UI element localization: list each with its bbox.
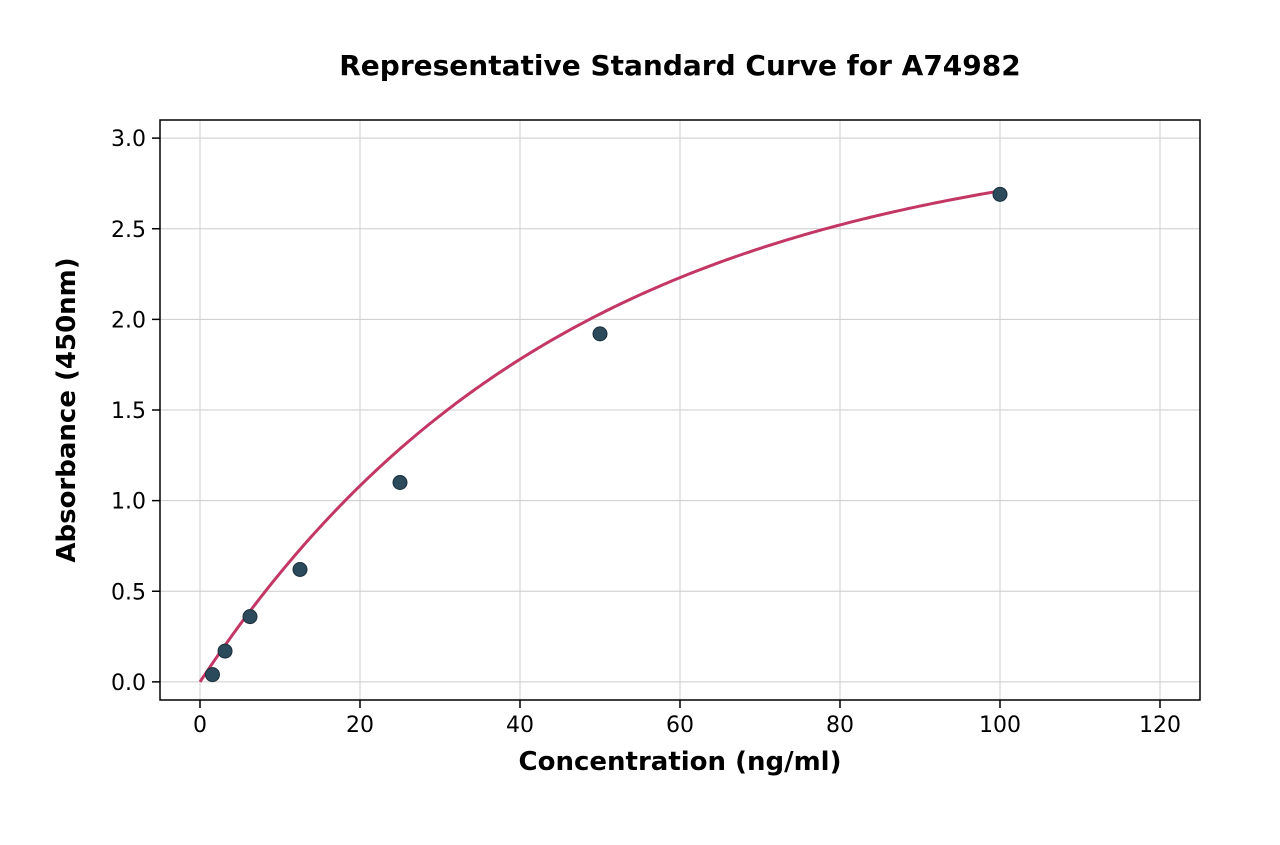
y-tick-label: 3.0 (111, 127, 146, 152)
y-tick-label: 1.0 (111, 490, 146, 515)
x-ticks: 0 20 40 60 80 100 120 (193, 700, 1181, 738)
data-point (593, 327, 607, 341)
y-tick-label: 0.5 (111, 580, 146, 605)
y-tick-label: 2.5 (111, 218, 146, 243)
x-axis-label: Concentration (ng/ml) (519, 747, 842, 777)
chart-container: Representative Standard Curve for A74982… (0, 0, 1280, 845)
x-tick-label: 60 (666, 713, 694, 738)
grid-lines (160, 120, 1200, 700)
y-ticks: 0.0 0.5 1.0 1.5 2.0 2.5 3.0 (111, 127, 160, 696)
data-point (993, 187, 1007, 201)
standard-curve-chart: Representative Standard Curve for A74982… (0, 0, 1280, 845)
data-point (393, 476, 407, 490)
x-tick-label: 20 (346, 713, 374, 738)
data-point (205, 668, 219, 682)
x-tick-label: 120 (1139, 713, 1181, 738)
x-tick-label: 80 (826, 713, 854, 738)
data-point (293, 563, 307, 577)
x-tick-label: 0 (193, 713, 207, 738)
x-tick-label: 100 (979, 713, 1021, 738)
y-axis-label: Absorbance (450nm) (52, 257, 82, 562)
scatter-points (205, 187, 1007, 681)
y-tick-label: 2.0 (111, 308, 146, 333)
y-tick-label: 1.5 (111, 399, 146, 424)
data-point (243, 610, 257, 624)
fit-curve (200, 191, 1000, 682)
x-tick-label: 40 (506, 713, 534, 738)
data-point (218, 644, 232, 658)
chart-title: Representative Standard Curve for A74982 (339, 49, 1021, 82)
y-tick-label: 0.0 (111, 671, 146, 696)
